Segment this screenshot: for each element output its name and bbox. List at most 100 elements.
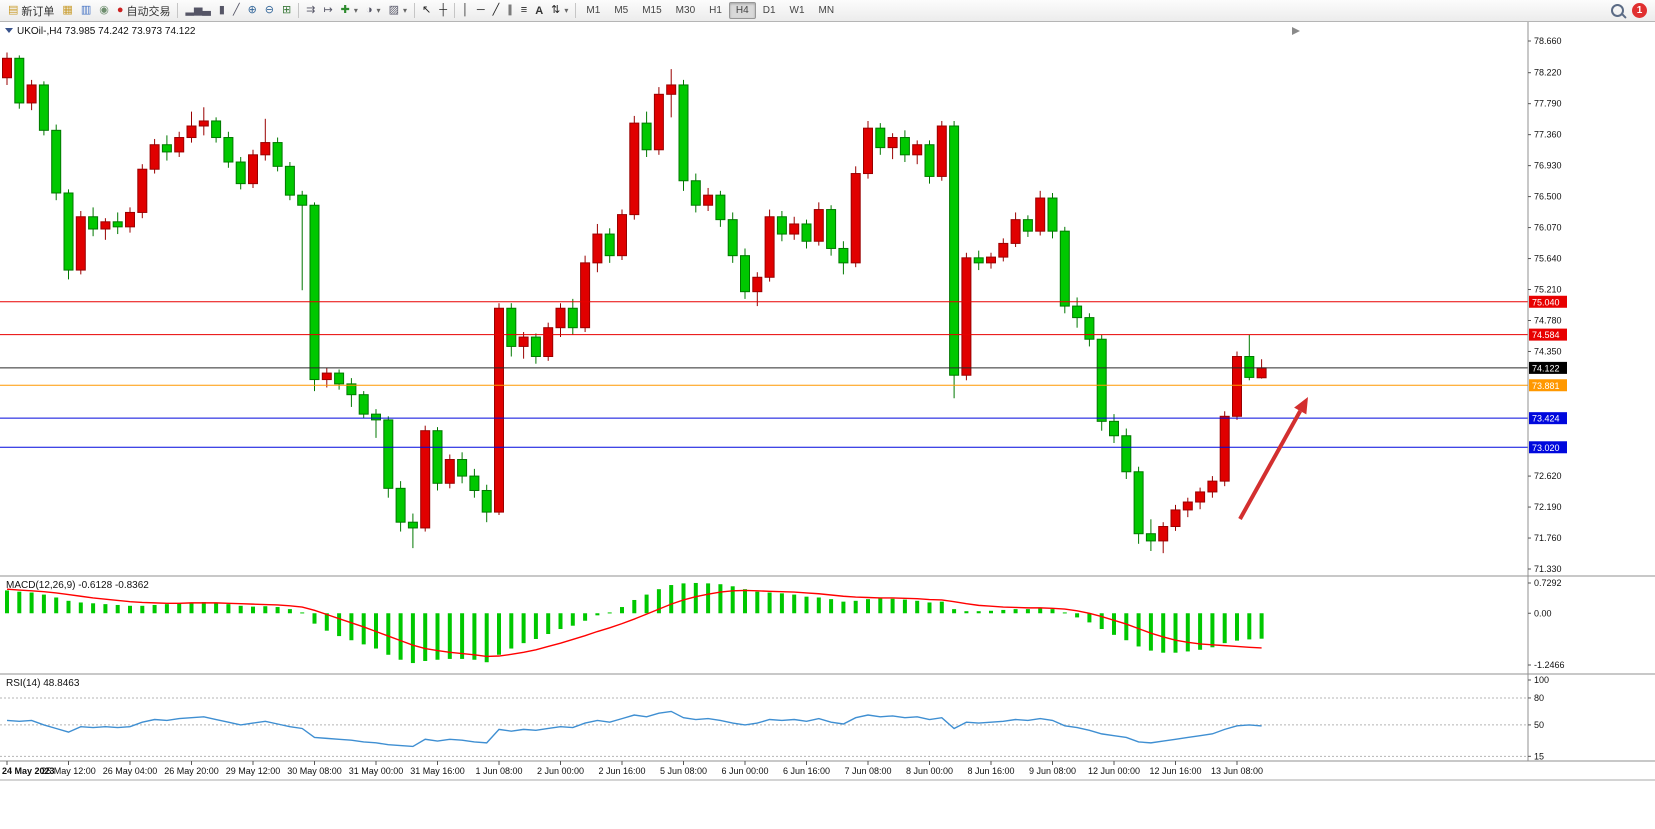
candle — [88, 216, 99, 230]
macd-histogram-bar — [1013, 609, 1018, 614]
auto-trading-button-label: 自动交易 — [126, 5, 171, 18]
candle — [924, 144, 935, 177]
notification-badge[interactable]: 1 — [1632, 3, 1647, 18]
macd-histogram-bar — [1087, 613, 1092, 623]
macd-histogram-bar — [927, 602, 932, 614]
macd-histogram-bar — [226, 604, 231, 614]
macd-histogram-bar — [1161, 613, 1166, 653]
macd-axis-label: -1.2466 — [1534, 660, 1565, 670]
templates-icon: ▨ — [388, 4, 399, 16]
price-axis-label: 72.620 — [1534, 471, 1562, 481]
rsi-axis-label: 100 — [1534, 675, 1549, 685]
templates-button[interactable]: ▨ ▾ — [385, 4, 411, 17]
timeframe-mn-button[interactable]: MN — [818, 5, 835, 16]
macd-histogram-bar — [460, 613, 465, 659]
price-axis-label: 74.780 — [1534, 315, 1562, 325]
bar-chart-type-icon: ▂▅▃ — [185, 4, 211, 16]
time-axis-label: 13 Jun 08:00 — [1211, 766, 1263, 776]
rsi-axis-label: 15 — [1534, 751, 1544, 761]
axes: 75.040 74.584 74.122 73.881 73.424 73.020 78.6… — [0, 22, 1655, 781]
macd-histogram-bar — [743, 589, 747, 614]
zoom-out-button[interactable]: ⊖ — [261, 4, 278, 17]
price-badge-label: 73.881 — [1532, 381, 1560, 391]
text-tool-button[interactable]: A — [531, 4, 547, 18]
timeframe-w1-button[interactable]: W1 — [789, 5, 805, 16]
auto-trading-icon: ● — [116, 4, 124, 16]
bar-chart-type-button[interactable]: ▂▅▃ — [181, 4, 214, 17]
candle — [309, 204, 320, 381]
candlestick-chart-type-button[interactable]: ▮ — [215, 4, 229, 17]
macd-histogram-bar — [890, 598, 895, 614]
price-axis-label: 77.360 — [1534, 130, 1562, 140]
data-window-button[interactable]: ▥ — [77, 4, 95, 17]
macd-histogram-bar — [853, 600, 858, 614]
candle — [850, 173, 861, 264]
macd-histogram-bar — [189, 602, 194, 614]
candle — [653, 93, 664, 151]
macd-histogram-bar — [1124, 613, 1129, 641]
indicators-button[interactable]: ✚ ▾ — [337, 4, 362, 17]
macd-histogram-bar — [1148, 613, 1153, 651]
time-axis-label: 6 Jun 00:00 — [721, 766, 768, 776]
auto-trading-button[interactable]: ● 自动交易 — [113, 2, 175, 20]
macd-histogram-bar — [1222, 613, 1227, 644]
vertical-line-tool-button[interactable]: │ — [458, 4, 473, 17]
timeframe-h1-button[interactable]: H1 — [709, 5, 722, 16]
tile-windows-button[interactable]: ⊞ — [278, 4, 295, 17]
time-axis-label: 30 May 08:00 — [287, 766, 342, 776]
candle — [63, 192, 74, 271]
market-watch-button[interactable]: ▦ — [58, 4, 76, 17]
candle — [494, 307, 504, 513]
timeframe-m1-button[interactable]: M1 — [586, 5, 601, 16]
navigator-button[interactable]: ◉ — [95, 4, 113, 17]
zoom-in-button[interactable]: ⊕ — [244, 4, 261, 17]
macd-histogram-bar — [595, 613, 600, 616]
macd-histogram-bar — [829, 599, 834, 614]
cursor-tool-icon: ↖ — [421, 4, 432, 16]
timeframe-d1-button[interactable]: D1 — [762, 5, 776, 16]
candle — [383, 419, 394, 489]
macd-histogram-bar — [497, 613, 501, 655]
timeframe-m15-button[interactable]: M15 — [642, 5, 662, 16]
macd-histogram-bar — [29, 592, 34, 614]
candle — [764, 216, 775, 278]
chart-shift-button[interactable]: ↦ — [319, 4, 336, 17]
macd-histogram-bar — [767, 592, 772, 614]
trendline-tool-button[interactable]: ╱ — [489, 4, 504, 17]
price-badge — [1529, 361, 1567, 374]
symbol-dropdown-icon[interactable] — [5, 28, 13, 33]
time-axis-label: 8 Jun 00:00 — [906, 766, 953, 776]
macd-histogram-bar — [779, 593, 784, 614]
timeframe-h4-button[interactable]: H4 — [728, 2, 756, 19]
macd-histogram-bar — [386, 613, 391, 655]
timeframe-m5-button[interactable]: M5 — [614, 5, 629, 16]
arrows-tool-button[interactable]: ⇅ ▾ — [547, 4, 572, 17]
chart-shift-marker[interactable] — [1292, 27, 1300, 35]
candle — [543, 327, 554, 358]
candle — [457, 459, 468, 477]
fibonacci-tool-button[interactable]: ≡ — [517, 4, 531, 17]
line-chart-type-button[interactable]: ╱ — [229, 4, 244, 17]
time-axis-label: 2 Jun 16:00 — [598, 766, 645, 776]
search-icon[interactable] — [1611, 4, 1624, 17]
cursor-tool-button[interactable]: ↖ — [418, 4, 435, 17]
macd-histogram-bar — [1112, 613, 1116, 635]
candle — [100, 221, 111, 230]
data-window-icon: ▥ — [80, 4, 92, 16]
new-order-button[interactable]: ▤ 新订单 — [4, 2, 58, 20]
macd-histogram-bar — [287, 609, 292, 614]
candle — [986, 256, 996, 264]
candle — [235, 161, 246, 185]
periods-button[interactable]: ◑ ▾ — [362, 4, 385, 17]
auto-scroll-button[interactable]: ⇉ — [302, 4, 319, 17]
candle — [641, 122, 652, 151]
channel-tool-button[interactable]: ∥ — [503, 4, 517, 17]
horizontal-line-tool-button[interactable]: ─ — [473, 4, 489, 17]
candle — [1072, 305, 1083, 319]
indicators-icon: ✚ — [340, 4, 350, 16]
trend-arrow[interactable] — [1238, 410, 1302, 520]
timeframe-m30-button[interactable]: M30 — [675, 5, 696, 16]
horizontal-line-tool-icon: ─ — [476, 4, 485, 16]
candle — [776, 216, 787, 235]
crosshair-tool-button[interactable]: ┼ — [435, 4, 451, 17]
